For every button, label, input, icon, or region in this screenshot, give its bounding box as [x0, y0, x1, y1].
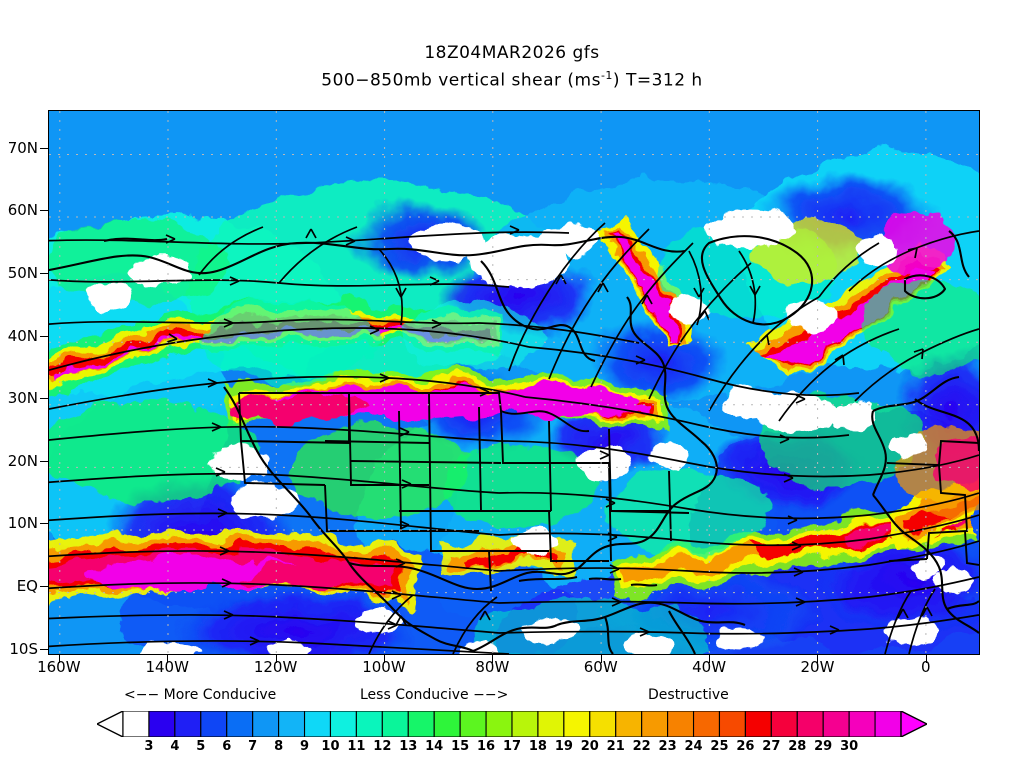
y-axis-tick — [40, 586, 48, 588]
colorbar-tick-label: 30 — [840, 739, 859, 754]
y-axis-label: 40N — [7, 326, 38, 345]
political-borders — [238, 392, 979, 592]
title-field-text: 500−850mb vertical shear (ms — [321, 70, 601, 91]
y-axis-tick — [40, 272, 48, 274]
colorbar[interactable] — [95, 709, 929, 739]
y-axis-tick — [40, 460, 48, 462]
chart-title-line-2: 500−850mb vertical shear (ms-1) T=312 h — [0, 64, 1024, 93]
colorbar-tick-label: 4 — [170, 739, 180, 754]
colorbar-tick-label: 10 — [321, 739, 340, 754]
colorbar-tick-label: 26 — [736, 739, 755, 754]
colorbar-tick-label: 28 — [788, 739, 807, 754]
colorbar-tick-label: 27 — [762, 739, 781, 754]
colorbar-tick-label: 12 — [373, 739, 392, 754]
colorbar-tick-label: 8 — [274, 739, 284, 754]
x-axis-tick — [275, 655, 277, 663]
x-axis-tick — [58, 655, 60, 663]
colorbar-tick-label: 11 — [347, 739, 366, 754]
lat-lon-gridlines — [49, 111, 979, 654]
colorbar-captions: <−− More Conducive Less Conducive −−> De… — [0, 687, 1024, 705]
colorbar-tick-label: 20 — [580, 739, 599, 754]
x-axis-label: 60W — [583, 658, 618, 676]
title-units-exponent: -1 — [600, 69, 613, 82]
colorbar-tick-label: 9 — [300, 739, 310, 754]
colorbar-tick-label: 7 — [248, 739, 258, 754]
y-axis-label: 70N — [7, 138, 38, 157]
colorbar-tick-label: 16 — [477, 739, 496, 754]
x-axis-label: 160W — [37, 658, 81, 676]
x-axis-tick — [925, 655, 927, 663]
map-plot-area[interactable] — [48, 110, 980, 655]
y-axis-label: EQ — [16, 577, 38, 596]
y-axis-label: 10N — [7, 514, 38, 533]
colorbar-tick-label: 24 — [684, 739, 703, 754]
y-axis-label: 60N — [7, 201, 38, 220]
y-axis-tick — [40, 523, 48, 525]
caption-more-conducive: <−− More Conducive — [124, 687, 277, 703]
x-axis-tick — [383, 655, 385, 663]
x-axis-label: 40W — [692, 658, 727, 676]
coastlines — [49, 230, 979, 654]
x-axis-label: 140W — [145, 658, 189, 676]
colorbar-tick-label: 18 — [528, 739, 547, 754]
colorbar-tick-label: 15 — [451, 739, 470, 754]
colorbar-tick-labels: 3 4 5 6 7 8 9 10 11 12 13 14 15 16 17 18 19 20 21 22 23 24 25 2… — [0, 739, 1024, 757]
x-axis-label: 20W — [800, 658, 835, 676]
colorbar-tick-label: 29 — [814, 739, 833, 754]
colorbar-tick-label: 6 — [222, 739, 232, 754]
caption-less-conducive: Less Conducive −−> — [360, 687, 509, 703]
y-axis-label: 30N — [7, 389, 38, 408]
colorbar-tick-label: 14 — [425, 739, 444, 754]
y-axis-tick — [40, 648, 48, 650]
shear-streamlines — [49, 222, 979, 654]
colorbar-tick-label: 23 — [658, 739, 677, 754]
y-axis-tick — [40, 147, 48, 149]
y-axis-tick — [40, 210, 48, 212]
y-axis-label: 50N — [7, 263, 38, 282]
x-axis-tick — [167, 655, 169, 663]
colorbar-tick-label: 22 — [632, 739, 651, 754]
y-axis-label: 10S — [9, 639, 38, 658]
chart-title-block: 18Z04MAR2026 gfs 500−850mb vertical shea… — [0, 42, 1024, 93]
x-axis-tick — [817, 655, 819, 663]
x-axis-label: 0 — [921, 658, 931, 676]
x-axis-label: 100W — [362, 658, 406, 676]
colorbar-tick-label: 13 — [399, 739, 418, 754]
x-axis-tick — [709, 655, 711, 663]
y-axis-tick — [40, 335, 48, 337]
colorbar-tick-label: 3 — [144, 739, 154, 754]
title-forecast-hour: ) T=312 h — [612, 70, 703, 91]
colorbar-tick-label: 19 — [554, 739, 573, 754]
chart-title-line-1: 18Z04MAR2026 gfs — [424, 43, 600, 63]
y-axis-tick — [40, 398, 48, 400]
colorbar-tick-label: 25 — [710, 739, 729, 754]
caption-destructive: Destructive — [648, 687, 729, 703]
x-axis-label: 120W — [253, 658, 298, 676]
colorbar-tick-label: 5 — [196, 739, 206, 754]
x-axis-tick — [600, 655, 602, 663]
shear-field-svg — [49, 111, 979, 654]
colorbar-tick-label: 21 — [606, 739, 625, 754]
x-axis-tick — [492, 655, 494, 663]
x-axis-label: 80W — [475, 658, 510, 676]
y-axis-label: 20N — [7, 451, 38, 470]
colorbar-tick-label: 17 — [502, 739, 522, 754]
